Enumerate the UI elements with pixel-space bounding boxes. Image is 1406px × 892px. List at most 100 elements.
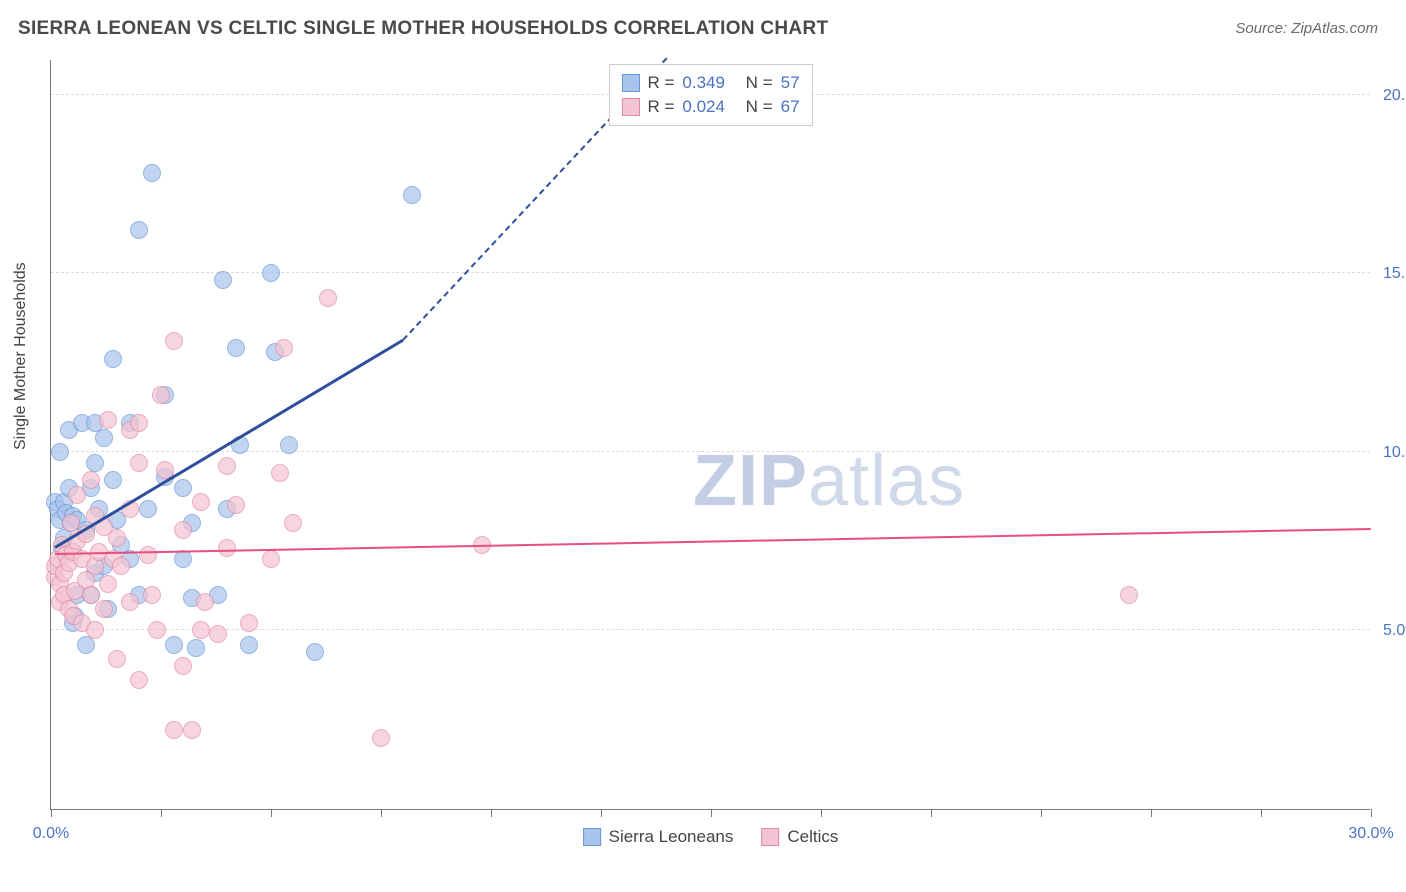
scatter-point [240, 636, 258, 654]
x-tick-mark [711, 809, 712, 817]
legend-label: Celtics [787, 827, 838, 847]
scatter-point [68, 486, 86, 504]
legend-item: Sierra Leoneans [583, 827, 734, 847]
x-tick-mark [161, 809, 162, 817]
legend-swatch [761, 828, 779, 846]
scatter-point [104, 471, 122, 489]
source-value: ZipAtlas.com [1291, 20, 1378, 37]
y-tick-label: 20.0% [1375, 87, 1406, 105]
x-tick-mark [381, 809, 382, 817]
scatter-point [143, 164, 161, 182]
legend-row: R = 0.349 N = 57 [621, 71, 799, 95]
scatter-point [192, 621, 210, 639]
scatter-point [112, 557, 130, 575]
x-tick-mark [271, 809, 272, 817]
scatter-point [187, 639, 205, 657]
scatter-point [403, 186, 421, 204]
x-tick-label: 30.0% [1348, 825, 1393, 843]
x-tick-mark [1041, 809, 1042, 817]
scatter-point [284, 514, 302, 532]
x-tick-mark [51, 809, 52, 817]
scatter-point [130, 671, 148, 689]
n-label: N = [746, 97, 773, 117]
scatter-point [86, 454, 104, 472]
scatter-point [196, 593, 214, 611]
scatter-point [139, 546, 157, 564]
scatter-point [108, 650, 126, 668]
x-tick-mark [1261, 809, 1262, 817]
scatter-point [275, 339, 293, 357]
r-label: R = [647, 73, 674, 93]
scatter-point [130, 414, 148, 432]
scatter-point [95, 600, 113, 618]
scatter-point [99, 575, 117, 593]
scatter-point [82, 471, 100, 489]
y-tick-label: 10.0% [1375, 444, 1406, 462]
scatter-point [280, 436, 298, 454]
regression-line [55, 528, 1371, 555]
legend-swatch [621, 74, 639, 92]
plot-area: ZIPatlas R = 0.349 N = 57 R = 0.024 N = … [50, 60, 1370, 810]
gridline [51, 272, 1370, 273]
x-tick-mark [821, 809, 822, 817]
chart-title: SIERRA LEONEAN VS CELTIC SINGLE MOTHER H… [18, 18, 828, 40]
scatter-point [143, 586, 161, 604]
watermark: ZIPatlas [693, 440, 965, 522]
source-label: Source: [1235, 20, 1287, 37]
legend-row: R = 0.024 N = 67 [621, 95, 799, 119]
scatter-point [262, 264, 280, 282]
scatter-point [218, 457, 236, 475]
legend-correlation: R = 0.349 N = 57 R = 0.024 N = 67 [608, 64, 812, 126]
x-tick-mark [601, 809, 602, 817]
r-label: R = [647, 97, 674, 117]
n-label: N = [746, 73, 773, 93]
chart-container: SIERRA LEONEAN VS CELTIC SINGLE MOTHER H… [0, 0, 1406, 892]
legend-series: Sierra Leoneans Celtics [583, 827, 839, 847]
scatter-point [108, 529, 126, 547]
scatter-point [240, 614, 258, 632]
scatter-point [95, 429, 113, 447]
y-tick-label: 15.0% [1375, 265, 1406, 283]
scatter-point [86, 621, 104, 639]
scatter-point [130, 454, 148, 472]
y-axis-label: Single Mother Households [12, 262, 30, 450]
legend-item: Celtics [761, 827, 838, 847]
source-attribution: Source: ZipAtlas.com [1235, 20, 1378, 37]
scatter-point [174, 657, 192, 675]
scatter-point [174, 521, 192, 539]
scatter-point [183, 721, 201, 739]
scatter-point [121, 593, 139, 611]
scatter-point [271, 464, 289, 482]
r-value: 0.024 [682, 97, 725, 117]
scatter-point [214, 271, 232, 289]
x-tick-mark [491, 809, 492, 817]
watermark-part1: ZIP [693, 441, 808, 521]
gridline [51, 451, 1370, 452]
legend-swatch [621, 98, 639, 116]
scatter-point [262, 550, 280, 568]
legend-label: Sierra Leoneans [609, 827, 734, 847]
scatter-point [1120, 586, 1138, 604]
scatter-point [130, 221, 148, 239]
scatter-point [218, 539, 236, 557]
n-value: 67 [781, 97, 800, 117]
y-tick-label: 5.0% [1375, 622, 1406, 640]
r-value: 0.349 [682, 73, 725, 93]
n-value: 57 [781, 73, 800, 93]
watermark-part2: atlas [808, 441, 965, 521]
scatter-point [104, 350, 122, 368]
scatter-point [99, 411, 117, 429]
scatter-point [227, 496, 245, 514]
x-tick-label: 0.0% [33, 825, 69, 843]
scatter-point [148, 621, 166, 639]
scatter-point [82, 586, 100, 604]
x-tick-mark [1151, 809, 1152, 817]
scatter-point [319, 289, 337, 307]
legend-swatch [583, 828, 601, 846]
scatter-point [306, 643, 324, 661]
scatter-point [165, 636, 183, 654]
x-tick-mark [931, 809, 932, 817]
scatter-point [51, 443, 69, 461]
x-tick-mark [1371, 809, 1372, 817]
scatter-point [227, 339, 245, 357]
